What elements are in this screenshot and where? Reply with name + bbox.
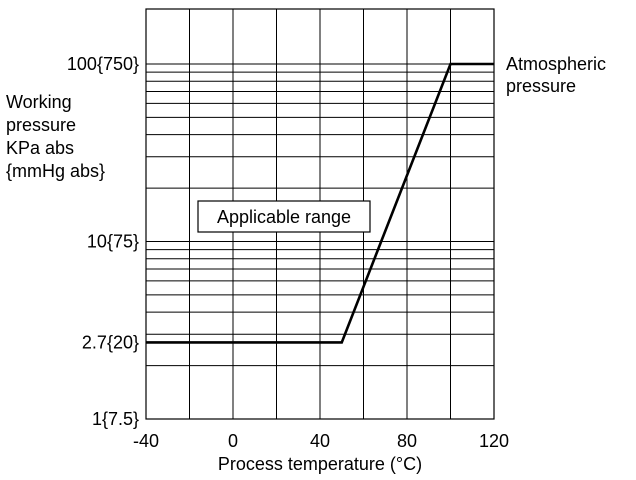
y-axis-label-line: Working — [6, 92, 72, 112]
x-tick-label: 80 — [397, 431, 417, 451]
y-axis-label-line: pressure — [6, 115, 76, 135]
y-axis-label: Working pressure KPa abs {mmHg abs} — [6, 92, 105, 181]
x-tick-label: -40 — [133, 431, 159, 451]
y-tick-label: 10{75} — [87, 232, 139, 252]
x-tick-labels: -40 0 40 80 120 — [133, 431, 509, 451]
series-line — [146, 62, 494, 344]
y-tick-labels: 1{7.5} 2.7{20} 10{75} 100{750} — [67, 54, 139, 429]
y-axis-label-line: {mmHg abs} — [6, 161, 105, 181]
x-tick-label: 40 — [310, 431, 330, 451]
grid — [145, 9, 495, 420]
atmospheric-pressure-label-line: pressure — [506, 76, 576, 96]
y-axis-label-line: KPa abs — [6, 138, 74, 158]
atmospheric-pressure-label-line: Atmospheric — [506, 54, 606, 74]
x-tick-label: 120 — [479, 431, 509, 451]
x-tick-label: 0 — [228, 431, 238, 451]
y-tick-label: 2.7{20} — [82, 332, 139, 352]
y-tick-label: 100{750} — [67, 54, 139, 74]
x-axis-label: Process temperature (°C) — [218, 454, 422, 474]
applicable-range-label: Applicable range — [217, 207, 351, 227]
plot-frame — [145, 8, 495, 420]
series-layer — [146, 62, 494, 344]
applicable-range-box — [197, 200, 371, 233]
applicable-range-annotation: Applicable range — [197, 200, 371, 233]
y-tick-label: 1{7.5} — [92, 409, 139, 429]
